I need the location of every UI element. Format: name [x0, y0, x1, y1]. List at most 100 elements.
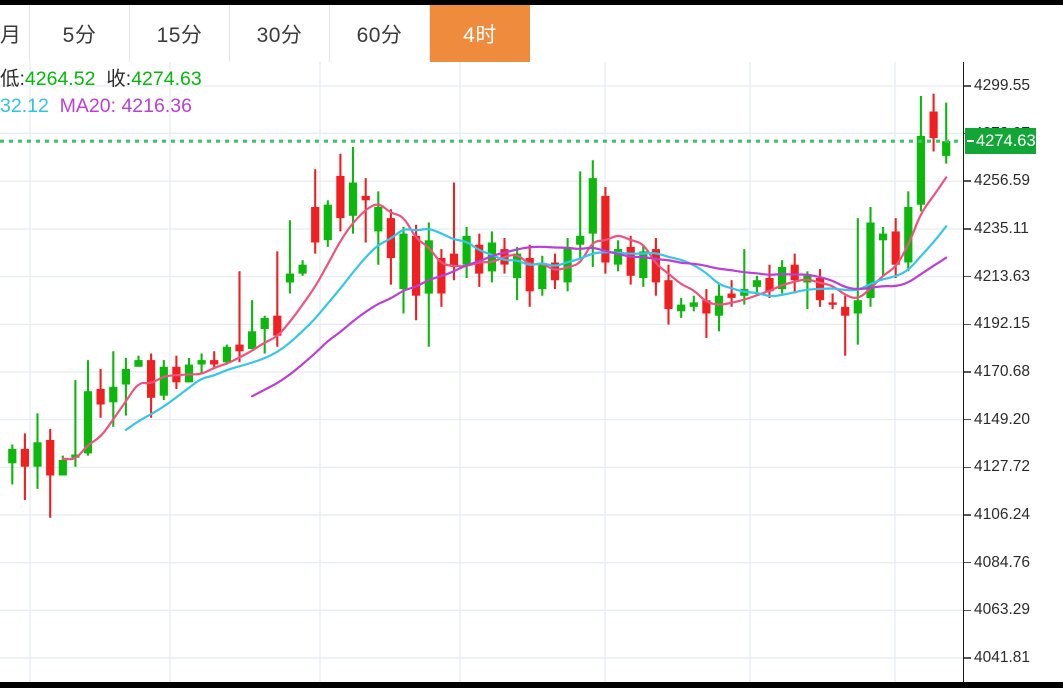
price-axis-tick: 4299.55: [964, 77, 1030, 95]
candle-body: [210, 360, 219, 365]
price-axis-tick: 4192.15: [964, 315, 1030, 333]
candle-body: [677, 304, 686, 312]
candle-body: [576, 235, 585, 245]
tab-month[interactable]: 月: [0, 5, 30, 62]
price-axis-tick: 4235.11: [964, 220, 1029, 238]
candle-body: [235, 344, 244, 352]
candle-body: [46, 440, 55, 476]
price-axis-tick-label: 4106.24: [974, 506, 1031, 523]
tab-5min[interactable]: 5分: [30, 5, 130, 62]
candle-body: [20, 448, 29, 467]
candle-body: [248, 331, 257, 350]
candle-body: [159, 366, 168, 396]
tick-dash: [964, 180, 971, 182]
badge-dash: [967, 140, 974, 142]
candle-body: [790, 264, 799, 281]
legend-close-label: 收:: [106, 68, 132, 90]
price-axis-tick-label: 4127.72: [974, 458, 1031, 476]
tab-label: 4时: [463, 23, 497, 47]
price-axis-tick-label: 4170.68: [974, 362, 1031, 380]
candle-body: [33, 442, 42, 467]
tick-dash: [964, 323, 971, 326]
price-axis-tick-label: 4192.15: [974, 315, 1031, 333]
price-axis-tick: 4063.29: [964, 601, 1030, 619]
ohlc-legend-overlay: 低:4264.52 收:4274.63 32.12 MA20: 4216.36: [0, 66, 202, 120]
candle-body: [121, 369, 130, 385]
candle-body: [929, 111, 938, 139]
price-axis[interactable]: 4299.554278.074256.594235.114213.634192.…: [963, 62, 1063, 682]
candle-body: [714, 295, 724, 316]
candle-body: [222, 346, 231, 363]
price-axis-tick: 4084.76: [964, 554, 1030, 572]
price-axis-tick-label: 4299.55: [974, 76, 1031, 94]
candle-body: [83, 391, 93, 454]
candle-body: [298, 264, 307, 274]
candle-body: [311, 207, 320, 243]
tab-strip-filler: [530, 5, 1063, 62]
candle-body: [96, 389, 105, 405]
ma20-line: [251, 245, 948, 398]
tab-label: 月: [0, 23, 22, 47]
candle-body: [689, 302, 698, 307]
candle-body: [626, 246, 635, 276]
candle-body: [273, 315, 282, 336]
candle-body: [904, 207, 913, 263]
candle-body: [71, 454, 80, 458]
price-axis-tick-label: 4235.11: [974, 219, 1029, 237]
candle-body: [58, 460, 67, 476]
candle-body: [891, 231, 900, 265]
candle-body: [323, 204, 332, 241]
candle-body: [601, 195, 610, 263]
candle-body: [348, 182, 358, 216]
price-axis-tick: 4256.59: [964, 172, 1030, 190]
last-price-badge-label: 4274.63: [976, 131, 1036, 150]
tick-dash: [964, 609, 971, 612]
candle-body: [538, 264, 547, 290]
candle-body: [8, 448, 17, 464]
candle-body: [588, 178, 597, 234]
tick-dash: [964, 275, 971, 278]
ma10-line: [124, 225, 948, 431]
candle-body: [563, 246, 572, 283]
candle-body: [752, 280, 761, 287]
candle-body: [879, 233, 888, 241]
candle-body: [361, 195, 370, 201]
tab-4hour[interactable]: 4时: [430, 5, 530, 62]
tick-dash: [964, 228, 971, 230]
legend-ma20-value: 4216.36: [121, 95, 192, 117]
price-axis-tick: 4106.24: [964, 506, 1030, 524]
price-axis-tick-label: 4063.29: [974, 601, 1031, 619]
price-axis-tick: 4149.20: [964, 411, 1030, 429]
candle-body: [462, 235, 471, 265]
ma5-line: [61, 176, 948, 461]
candle-body: [942, 141, 951, 156]
candle-body: [399, 233, 408, 290]
tick-dash: [964, 85, 971, 87]
candle-body: [727, 293, 736, 298]
price-axis-tick-label: 4084.76: [974, 553, 1031, 571]
candle-body: [664, 280, 673, 310]
candle-body: [134, 360, 143, 367]
candle-body: [853, 300, 862, 314]
candle-body: [702, 300, 711, 314]
candlestick-plot-area[interactable]: [0, 62, 963, 682]
tick-dash: [964, 371, 971, 373]
legend-low-value: 4264.52: [24, 68, 96, 90]
tab-15min[interactable]: 15分: [130, 5, 230, 62]
tick-dash: [964, 466, 971, 469]
candle-body: [916, 135, 925, 205]
candle-body: [614, 249, 623, 265]
tab-label: 15分: [156, 23, 203, 47]
candle-body: [412, 235, 421, 296]
last-price-badge[interactable]: 4274.63: [965, 128, 1036, 155]
tick-dash: [964, 418, 971, 421]
legend-ma10-value: 32.12: [0, 95, 49, 117]
tab-30min[interactable]: 30分: [230, 5, 330, 62]
tick-dash: [964, 514, 971, 516]
tab-label: 30分: [256, 23, 303, 47]
candle-body: [260, 317, 269, 329]
candle-body: [525, 258, 534, 292]
tab-60min[interactable]: 60分: [330, 5, 430, 62]
tab-label: 5分: [62, 23, 97, 47]
